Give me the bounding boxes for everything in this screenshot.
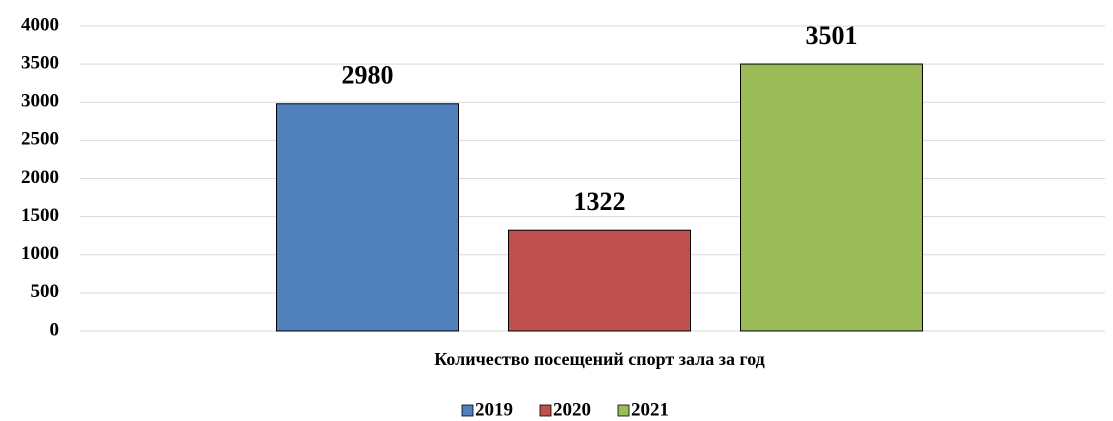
data-label: 1322	[574, 187, 626, 216]
data-label: 2980	[342, 61, 394, 90]
bar	[740, 63, 923, 332]
data-label: 3501	[806, 21, 858, 50]
y-tick-label: 3500	[21, 52, 59, 73]
bar	[276, 103, 459, 332]
y-tick-label: 2500	[21, 129, 59, 150]
legend-swatch	[461, 404, 474, 417]
legend-swatch	[539, 404, 552, 417]
x-tick-label: Количество посещений спорт зала за год	[434, 349, 765, 369]
legend-label: 2021	[631, 399, 669, 420]
y-tick-label: 1500	[21, 205, 59, 226]
legend-swatch	[617, 404, 630, 417]
y-tick-label: 2000	[21, 167, 59, 188]
bar	[508, 229, 691, 332]
y-tick-label: 4000	[21, 14, 59, 35]
y-tick-label: 1000	[21, 243, 59, 264]
y-tick-label: 0	[50, 319, 60, 340]
y-tick-label: 3000	[21, 91, 59, 112]
y-tick-label: 500	[31, 281, 60, 302]
legend-label: 2019	[475, 399, 513, 420]
legend-label: 2020	[553, 399, 591, 420]
